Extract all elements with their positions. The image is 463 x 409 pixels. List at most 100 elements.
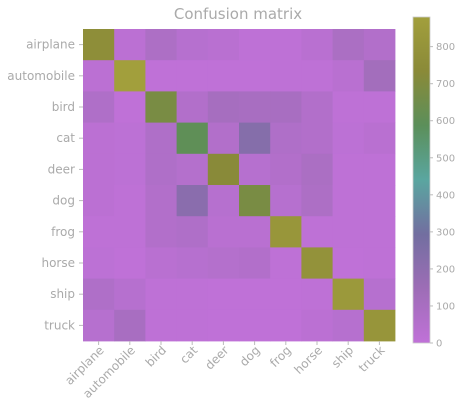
heatmap-cell [145, 185, 177, 217]
colorbar-frame [412, 16, 431, 344]
heatmap-cell [363, 247, 396, 279]
heatmap-cell [83, 60, 115, 92]
heatmap-cell [114, 247, 146, 279]
heatmap-cell [83, 247, 115, 279]
x-tick-label: dog [237, 343, 263, 369]
heatmap-cell [114, 185, 146, 217]
heatmap-cell [176, 60, 209, 92]
heatmap-cell [239, 216, 271, 248]
heatmap-cell [363, 153, 396, 186]
heatmap-cell [301, 247, 333, 279]
x-tick-label: horse [292, 343, 326, 377]
x-tick-label: truck [356, 343, 388, 375]
colorbar-tick-label: 300 [436, 227, 455, 238]
heatmap-cell [176, 29, 209, 61]
heatmap-cell [270, 153, 302, 186]
heatmap-cell [145, 278, 177, 311]
heatmap-cell [239, 153, 271, 186]
heatmap-cell [207, 29, 240, 61]
heatmap-cell [114, 29, 146, 61]
heatmap-cell [176, 122, 209, 155]
x-tick-label: frog [267, 343, 294, 370]
y-axis-ticks: airplane automobile bird cat deer dog frog hors… [7, 38, 83, 332]
heatmap-cell [363, 91, 396, 123]
heatmap-cell [83, 29, 115, 61]
heatmap-cell [332, 29, 365, 61]
heatmap-cell [145, 216, 177, 248]
heatmap-cell [176, 91, 209, 123]
chart-title: Confusion matrix [174, 5, 302, 23]
heatmap-cell [332, 60, 365, 92]
heatmap-cell [270, 247, 302, 279]
heatmap-cell [270, 185, 302, 217]
heatmap-cell [270, 91, 302, 123]
y-tick-label: airplane [26, 38, 75, 52]
heatmap-cell [239, 247, 271, 279]
y-tick-label: automobile [7, 69, 75, 83]
heatmap-cell [145, 29, 177, 61]
heatmap-cell [83, 91, 115, 123]
heatmap-cell [145, 60, 177, 92]
heatmap-cell [83, 278, 115, 311]
heatmap-cell [83, 185, 115, 217]
heatmap-cell [114, 153, 146, 186]
heatmap-cell [332, 247, 365, 279]
heatmap-cell [332, 153, 365, 186]
heatmap-cells [83, 29, 396, 342]
y-tick-label: horse [41, 256, 75, 270]
heatmap-cell [332, 185, 365, 217]
heatmap-cell [176, 185, 209, 217]
heatmap-cell [145, 122, 177, 155]
heatmap-cell [114, 91, 146, 123]
colorbar-tick-label: 800 [436, 42, 455, 53]
heatmap-cell [239, 278, 271, 311]
y-tick-label: ship [50, 287, 75, 301]
x-tick-label: ship [329, 343, 356, 370]
heatmap-cell [301, 122, 333, 155]
heatmap-cell [83, 216, 115, 248]
y-tick-label: frog [51, 225, 75, 239]
colorbar-tick-label: 600 [436, 116, 455, 127]
heatmap-cell [207, 185, 240, 217]
heatmap-cell [176, 278, 209, 311]
heatmap-cell [270, 278, 302, 311]
heatmap-cell [114, 60, 146, 92]
heatmap-cell [332, 278, 365, 311]
heatmap-cell [363, 60, 396, 92]
heatmap-cell [301, 60, 333, 92]
heatmap-cell [145, 153, 177, 186]
heatmap-cell [332, 216, 365, 248]
heatmap-cell [332, 91, 365, 123]
heatmap-cell [176, 247, 209, 279]
heatmap-cell [270, 216, 302, 248]
x-tick-label: bird [143, 343, 169, 369]
heatmap-cell [363, 216, 396, 248]
colorbar-tick-label: 100 [436, 301, 455, 312]
heatmap-cell [270, 60, 302, 92]
heatmap-cell [83, 153, 115, 186]
colorbar-tick-label: 200 [436, 264, 455, 275]
heatmap-cell [363, 185, 396, 217]
heatmap-cell [114, 278, 146, 311]
heatmap-cell [239, 91, 271, 123]
heatmap-cell [145, 91, 177, 123]
heatmap-cell [270, 29, 302, 61]
colorbar-tick-label: 400 [436, 190, 455, 201]
heatmap-cell [176, 153, 209, 186]
heatmap-cell [239, 122, 271, 155]
heatmap-cell [301, 216, 333, 248]
y-tick-label: truck [44, 318, 75, 332]
heatmap-cell [176, 216, 209, 248]
y-tick-label: cat [56, 131, 75, 145]
heatmap-cell [114, 309, 146, 342]
heatmap-cell [363, 122, 396, 155]
heatmap-cell [207, 91, 240, 123]
heatmap-cell [207, 309, 240, 342]
heatmap-cell [207, 153, 240, 186]
colorbar-tick-label: 700 [436, 79, 455, 90]
heatmap-cell [270, 122, 302, 155]
y-tick-label: bird [52, 100, 75, 114]
heatmap-cell [207, 60, 240, 92]
heatmap-cell [114, 122, 146, 155]
